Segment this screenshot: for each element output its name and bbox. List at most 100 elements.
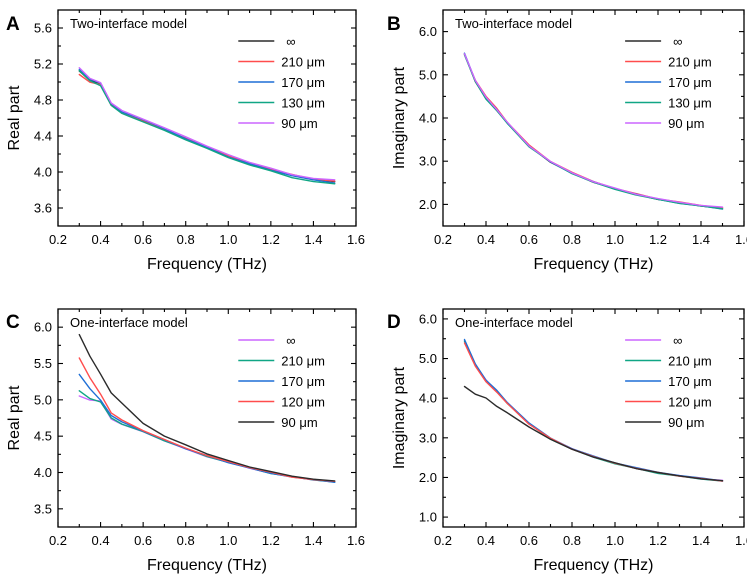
y-tick-label: 3.0 [419, 430, 437, 445]
legend-label-170-m: 170 μm [281, 75, 325, 90]
y-tick-label: 5.0 [419, 67, 437, 82]
x-tick-label: 0.2 [49, 533, 67, 548]
x-tick-label: 0.6 [520, 533, 538, 548]
y-axis-label: Real part [6, 385, 23, 450]
y-tick-label: 5.0 [34, 392, 52, 407]
legend-label-130-m: 130 μm [668, 96, 712, 111]
legend-label-210-m: 210 μm [281, 55, 325, 70]
legend-label-210-m: 210 μm [668, 354, 712, 369]
x-tick-label: 1.0 [606, 533, 624, 548]
x-tick-label: 0.4 [477, 232, 495, 247]
series-line-90-m [78, 333, 336, 482]
y-tick-label: 6.0 [419, 311, 437, 326]
x-tick-label: 1.6 [347, 533, 365, 548]
x-tick-label: 0.8 [177, 232, 195, 247]
legend-label-170-m: 170 μm [281, 374, 325, 389]
y-tick-label: 4.0 [34, 465, 52, 480]
panel-b: 0.2 0.4 0.6 0.8 1.0 1.2 1.4 1.6 2.0 3.0 4.0 5.0 6.0 F… [387, 9, 747, 273]
panel-d: 0.2 0.4 0.6 0.8 1.0 1.2 1.4 1.6 1.0 2.0 3.0 4.0 5.0 6… [387, 308, 747, 574]
legend-label-90-m: 90 μm [668, 116, 704, 131]
legend-label-infinity: ∞ [673, 333, 682, 348]
y-tick-label: 4.5 [34, 429, 52, 444]
model-title: Two-interface model [70, 16, 187, 31]
x-tick-label: 1.2 [262, 232, 280, 247]
legend-label-210-m: 210 μm [281, 354, 325, 369]
model-title: One-interface model [70, 315, 188, 330]
y-tick-label: 4.0 [34, 165, 52, 180]
x-axis-label: Frequency (THz) [147, 256, 267, 273]
legend-label-90-m: 90 μm [668, 415, 704, 430]
y-tick-label: 1.0 [419, 510, 437, 525]
panel-letter: B [387, 14, 401, 35]
x-tick-label: 1.2 [649, 232, 667, 247]
x-tick-label: 0.6 [520, 232, 538, 247]
series-line-120-m [78, 357, 336, 482]
legend-label-infinity: ∞ [286, 34, 295, 49]
x-tick-label: 1.0 [606, 232, 624, 247]
legend-label-210-m: 210 μm [668, 55, 712, 70]
y-tick-label: 3.6 [34, 201, 52, 216]
legend-label-infinity: ∞ [286, 333, 295, 348]
series-line-130-m [463, 54, 724, 210]
legend-label-90-m: 90 μm [281, 116, 317, 131]
x-axis-label: Frequency (THz) [533, 557, 653, 574]
legend-label-170-m: 170 μm [668, 75, 712, 90]
x-tick-label: 0.4 [92, 533, 110, 548]
x-tick-label: 1.6 [735, 533, 747, 548]
series-line-90-m [463, 385, 724, 482]
model-title: Two-interface model [455, 16, 572, 31]
x-tick-label: 1.0 [219, 232, 237, 247]
y-axis-label: Real part [6, 85, 23, 150]
legend-label-130-m: 130 μm [281, 96, 325, 111]
legend-label-170-m: 170 μm [668, 374, 712, 389]
x-tick-label: 1.0 [219, 533, 237, 548]
y-tick-label: 4.0 [419, 391, 437, 406]
panel-letter: D [387, 312, 401, 333]
x-tick-label: 1.6 [347, 232, 365, 247]
x-tick-label: 1.2 [649, 533, 667, 548]
y-tick-label: 4.4 [34, 129, 52, 144]
legend-label-90-m: 90 μm [281, 415, 317, 430]
x-tick-label: 1.4 [304, 533, 322, 548]
legend-label-120-m: 120 μm [281, 395, 325, 410]
legend-label-infinity: ∞ [673, 34, 682, 49]
panel-a: 0.2 0.4 0.6 0.8 1.0 1.2 1.4 1.6 3.6 4.0 4.4 4.8 5.2 5… [6, 9, 365, 273]
panel-letter: C [6, 312, 20, 333]
series-line-90-m [78, 67, 336, 181]
x-tick-label: 0.8 [177, 533, 195, 548]
x-tick-label: 1.6 [735, 232, 747, 247]
x-tick-label: 0.2 [49, 232, 67, 247]
x-tick-label: 0.4 [477, 533, 495, 548]
x-tick-label: 0.2 [434, 232, 452, 247]
y-tick-label: 2.0 [419, 470, 437, 485]
x-tick-label: 1.4 [692, 232, 710, 247]
legend-label-120-m: 120 μm [668, 395, 712, 410]
x-tick-label: 1.2 [262, 533, 280, 548]
series-line-130-m [78, 69, 336, 185]
y-tick-label: 6.0 [34, 320, 52, 335]
model-title: One-interface model [455, 315, 573, 330]
panel-c: 0.2 0.4 0.6 0.8 1.0 1.2 1.4 1.6 3.5 4.0 4.5 5.0 5.5 6… [6, 308, 365, 574]
x-tick-label: 0.8 [563, 232, 581, 247]
x-tick-label: 0.4 [92, 232, 110, 247]
y-tick-label: 4.0 [419, 111, 437, 126]
x-axis-label: Frequency (THz) [147, 557, 267, 574]
x-tick-label: 1.4 [692, 533, 710, 548]
x-tick-label: 0.2 [434, 533, 452, 548]
y-tick-label: 6.0 [419, 24, 437, 39]
panel-letter: A [6, 14, 20, 35]
x-tick-label: 0.8 [563, 533, 581, 548]
x-tick-label: 1.4 [304, 232, 322, 247]
y-tick-label: 5.2 [34, 57, 52, 72]
y-axis-label: Imaginary part [391, 366, 408, 469]
x-tick-label: 0.6 [134, 232, 152, 247]
series-line-90-m [463, 53, 724, 208]
y-tick-label: 4.8 [34, 93, 52, 108]
y-tick-label: 2.0 [419, 197, 437, 212]
y-axis-label: Imaginary part [391, 66, 408, 169]
x-tick-label: 0.6 [134, 533, 152, 548]
y-tick-label: 5.6 [34, 21, 52, 36]
y-tick-label: 5.0 [419, 351, 437, 366]
x-axis-label: Frequency (THz) [533, 256, 653, 273]
